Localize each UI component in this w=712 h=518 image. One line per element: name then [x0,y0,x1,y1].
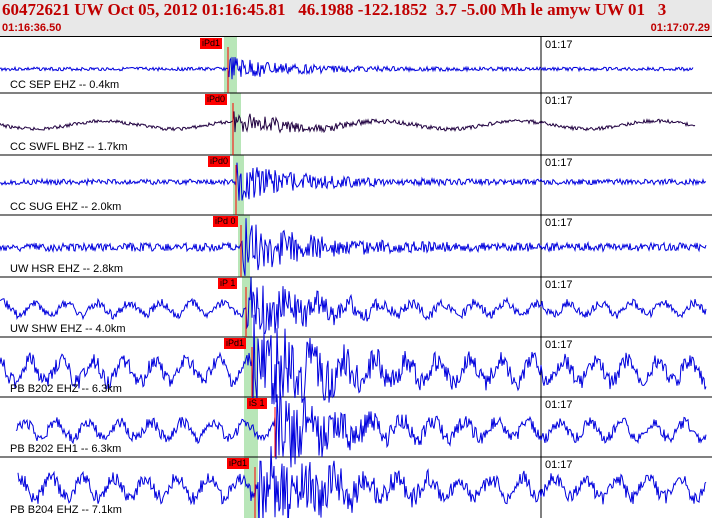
station-label: UW HSR EHZ -- 2.8km [10,263,124,275]
waveform-trace [0,218,707,276]
seismogram-svg [0,37,712,518]
waveform-trace [17,446,707,518]
pick-label[interactable]: iPd0 [208,156,231,167]
minute-tick-label: 01:17 [545,339,573,351]
station-label: CC SWFL BHZ -- 1.7km [10,141,128,153]
pick-label[interactable]: iP 1 [218,278,238,289]
minute-tick-label: 01:17 [545,157,573,169]
station-label: CC SUG EHZ -- 2.0km [10,201,122,213]
pick-label[interactable]: iS 1 [247,398,267,409]
waveform-trace [15,388,707,468]
minute-tick-label: 01:17 [545,39,573,51]
minute-tick-label: 01:17 [545,95,573,107]
seismogram-plot[interactable]: iPd1 CC SEP EHZ -- 0.4km 01:17 iPd0 CC SWFL … [0,37,712,518]
waveform-trace [0,314,707,409]
waveform-trace [0,162,707,201]
pick-label[interactable]: iPd1 [227,458,250,469]
minute-tick-label: 01:17 [545,217,573,229]
pick-label[interactable]: iPd1 [224,338,247,349]
station-label: PB B202 EHZ -- 6.3km [10,383,122,395]
station-label: PB B202 EH1 -- 6.3km [10,443,122,455]
event-title: 60472621 UW Oct 05, 2012 01:16:45.81 46.… [2,0,667,19]
phase-window [224,37,237,93]
waveform-trace [0,277,707,335]
end-time: 01:17:07.29 [650,22,710,34]
waveform-trace [0,56,694,80]
phase-window [242,277,252,337]
pick-label[interactable]: iPd 0 [213,216,238,227]
waveform-trace [0,111,696,134]
station-label: UW SHW EHZ -- 4.0km [10,323,126,335]
minute-tick-label: 01:17 [545,279,573,291]
minute-tick-label: 01:17 [545,399,573,411]
station-label: PB B204 EHZ -- 7.1km [10,504,122,516]
start-time: 01:16:36.50 [2,22,62,34]
pick-label[interactable]: iPd1 [200,38,223,49]
header-bar: 60472621 UW Oct 05, 2012 01:16:45.81 46.… [0,0,712,37]
pick-label[interactable]: iPd0 [205,94,228,105]
station-label: CC SEP EHZ -- 0.4km [10,79,120,91]
minute-tick-label: 01:17 [545,459,573,471]
